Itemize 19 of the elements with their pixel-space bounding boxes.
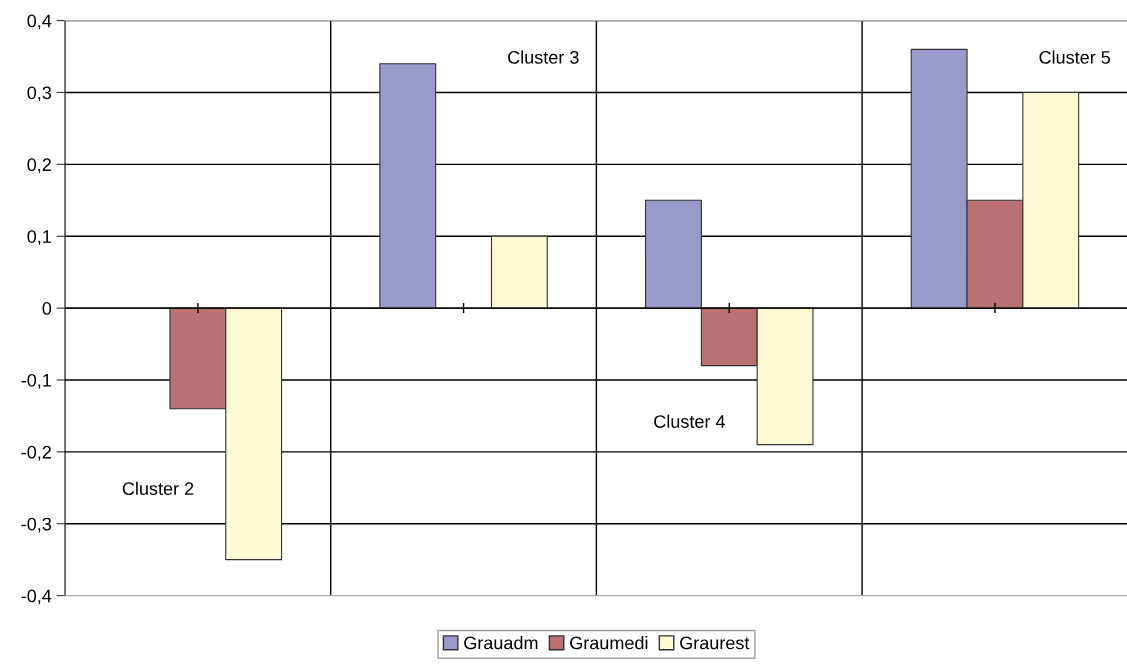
- annotation: Cluster 4: [654, 414, 725, 428]
- bar: [645, 199, 702, 309]
- y-tick-label: -0,4: [21, 589, 52, 605]
- y-tick-label: -0,1: [21, 373, 51, 389]
- annotation: Cluster 2: [122, 481, 194, 496]
- y-tick-label: 0: [42, 302, 52, 315]
- y-tick-label: -0,3: [21, 517, 52, 533]
- y-tick-label: 0,1: [27, 230, 51, 246]
- y-tick-label: 0,4: [27, 14, 52, 30]
- y-tick-label: 0,3: [27, 86, 52, 102]
- annotation: Cluster 3: [508, 50, 579, 64]
- y-tick-label: -0,2: [21, 445, 51, 461]
- legend-label: Graurest: [680, 636, 750, 650]
- legend-label: Grauadm: [464, 636, 538, 650]
- annotation: Cluster 5: [1039, 50, 1111, 64]
- legend-label: Graumedi: [570, 636, 648, 650]
- bar: [490, 235, 548, 309]
- bar: [379, 63, 437, 309]
- y-tick-label: 0,2: [27, 158, 51, 174]
